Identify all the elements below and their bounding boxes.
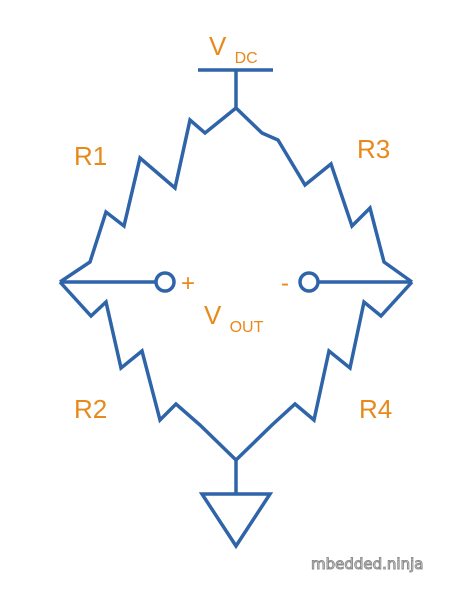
- ground-icon: [198, 492, 274, 550]
- vdc-label-subscript: DC: [235, 50, 258, 67]
- r1-label: R1: [74, 141, 107, 171]
- vout-label-subscript: OUT: [230, 319, 264, 336]
- r4-label: R4: [359, 394, 392, 424]
- watermark: mbedded.ninja: [311, 555, 423, 573]
- resistor-r3: [234, 106, 414, 284]
- vdc-supply-rail: [198, 68, 273, 108]
- r3-label: R3: [357, 134, 390, 164]
- vout-minus-sign: -: [281, 270, 289, 297]
- vout-plus-sign: +: [181, 270, 195, 297]
- r2-label: R2: [74, 394, 107, 424]
- vout-label: V OUT: [204, 300, 264, 336]
- vout-label-main: V: [204, 300, 222, 330]
- negative-terminal-icon: [298, 271, 320, 293]
- resistor-r2: [58, 280, 238, 462]
- resistor-r4: [234, 280, 414, 462]
- vdc-label: V DC: [209, 31, 258, 67]
- resistor-r1: [59, 106, 238, 284]
- vdc-label-main: V: [209, 31, 227, 61]
- positive-terminal-icon: [154, 271, 176, 293]
